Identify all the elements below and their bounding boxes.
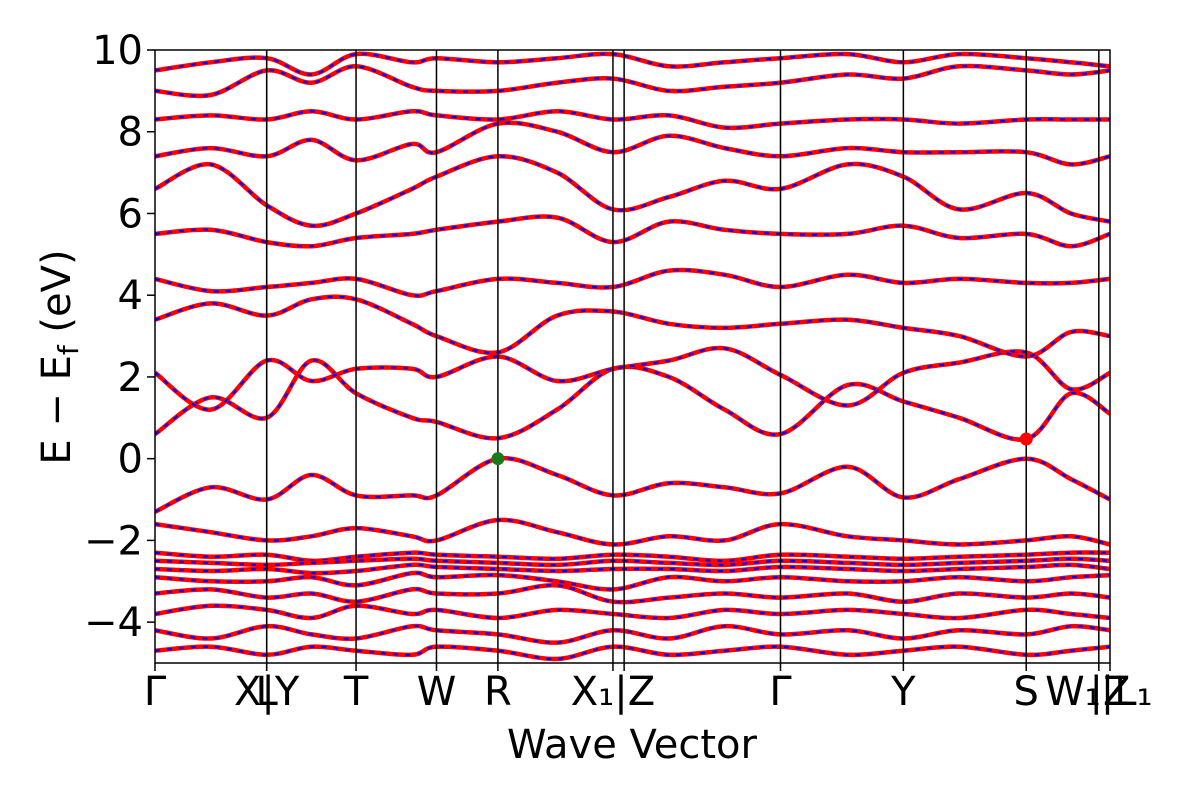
band-line-overlay-20 — [155, 645, 1110, 661]
band-line-overlay-17 — [155, 584, 1110, 604]
x-tick-label: W — [417, 669, 457, 715]
band-lines — [155, 51, 1110, 662]
band-line-1 — [155, 455, 1110, 514]
y-axis-title-sub: f — [52, 344, 85, 355]
x-tick-label: Γ — [769, 669, 792, 715]
y-tick-label: 4 — [118, 273, 143, 319]
x-tick-label: X₁|Z — [571, 669, 655, 715]
band-line-overlay-5 — [155, 268, 1110, 297]
y-axis-title-main: E − E — [34, 355, 80, 465]
y-tick-label: −2 — [84, 518, 143, 564]
y-tick-label: −4 — [84, 600, 143, 646]
y-tick-label: 2 — [118, 355, 143, 401]
x-axis-title: Wave Vector — [507, 722, 758, 768]
y-tick-label: 10 — [92, 28, 143, 74]
band-line-overlay-2 — [155, 359, 1110, 441]
y-tick-label: 8 — [118, 110, 143, 156]
vbm-marker — [491, 452, 505, 466]
x-tick-label: Y — [890, 669, 916, 715]
x-ticks: Γ X|YL T W R X₁|Z Γ Y S W₁|L₁|Z — [144, 663, 1153, 715]
extrema-markers — [491, 432, 1033, 466]
x-tick-label: W₁|L₁ — [1045, 669, 1152, 715]
band-line-12 — [155, 517, 1110, 547]
y-axis-title-unit: (eV) — [34, 249, 80, 345]
band-line-overlay-16 — [155, 571, 1110, 591]
band-line-overlay-3 — [155, 346, 1110, 411]
band-line-overlay-18 — [155, 604, 1110, 620]
band-line-overlay-1 — [155, 457, 1110, 513]
high-symmetry-lines — [265, 50, 1100, 663]
axes-frame — [154, 49, 1111, 664]
x-tick-label: X|Y — [234, 669, 300, 715]
cbm-marker — [1019, 432, 1033, 446]
band-line-3 — [155, 345, 1110, 412]
y-axis-title: E − Ef (eV) — [34, 249, 85, 464]
x-tick-label: |Z — [1090, 669, 1131, 715]
band-line-7 — [155, 154, 1110, 229]
y-tick-label: 6 — [118, 191, 143, 237]
band-line-overlay-8 — [155, 121, 1110, 166]
band-line-overlay-6 — [155, 215, 1110, 248]
band-line-overlay-9 — [155, 110, 1110, 129]
x-tick-label: T — [343, 669, 369, 715]
x-tick-label: Γ — [144, 669, 167, 715]
band-line-overlay-7 — [155, 155, 1110, 227]
band-line-19 — [155, 623, 1110, 645]
band-line-15 — [155, 562, 1110, 576]
x-tick-label: L — [256, 669, 279, 715]
y-ticks: −4 −2 0 2 4 6 8 10 — [84, 28, 155, 646]
band-line-4 — [155, 294, 1110, 359]
y-tick-label: 0 — [118, 437, 143, 483]
band-line-overlay-19 — [155, 624, 1110, 644]
x-tick-label: R — [484, 669, 512, 715]
x-tick-label: S — [1014, 669, 1039, 715]
